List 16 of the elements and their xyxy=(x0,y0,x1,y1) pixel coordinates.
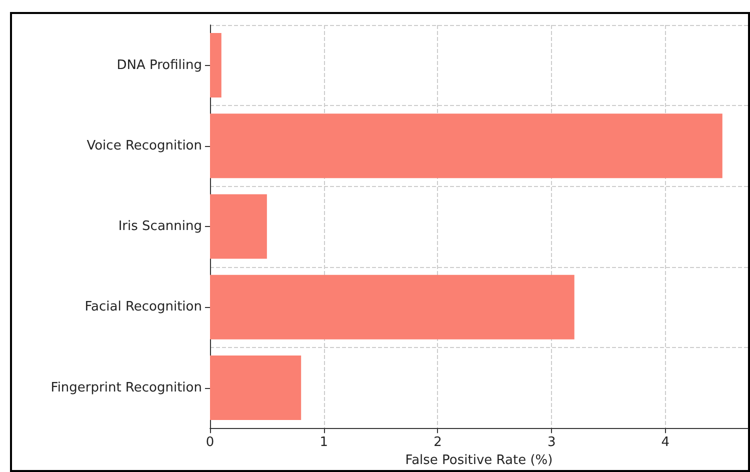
y-tick-label: Voice Recognition xyxy=(86,138,202,154)
bar xyxy=(210,114,722,178)
y-tick-label: Facial Recognition xyxy=(84,300,202,315)
bar xyxy=(210,194,267,259)
bar xyxy=(210,356,302,420)
y-tick-label: Iris Scanning xyxy=(118,219,202,234)
x-tick-label: 3 xyxy=(547,435,556,450)
bar xyxy=(210,274,574,340)
y-tick-label: DNA Profiling xyxy=(116,58,202,73)
x-tick-label: 0 xyxy=(206,435,214,450)
bar xyxy=(210,33,222,98)
x-tick-label: 1 xyxy=(320,435,328,450)
x-tick-label: 2 xyxy=(434,435,442,450)
x-axis-title: False Positive Rate (%) xyxy=(405,453,553,468)
x-tick-label: 4 xyxy=(661,435,670,450)
y-tick-label: Fingerprint Recognition xyxy=(50,380,202,396)
